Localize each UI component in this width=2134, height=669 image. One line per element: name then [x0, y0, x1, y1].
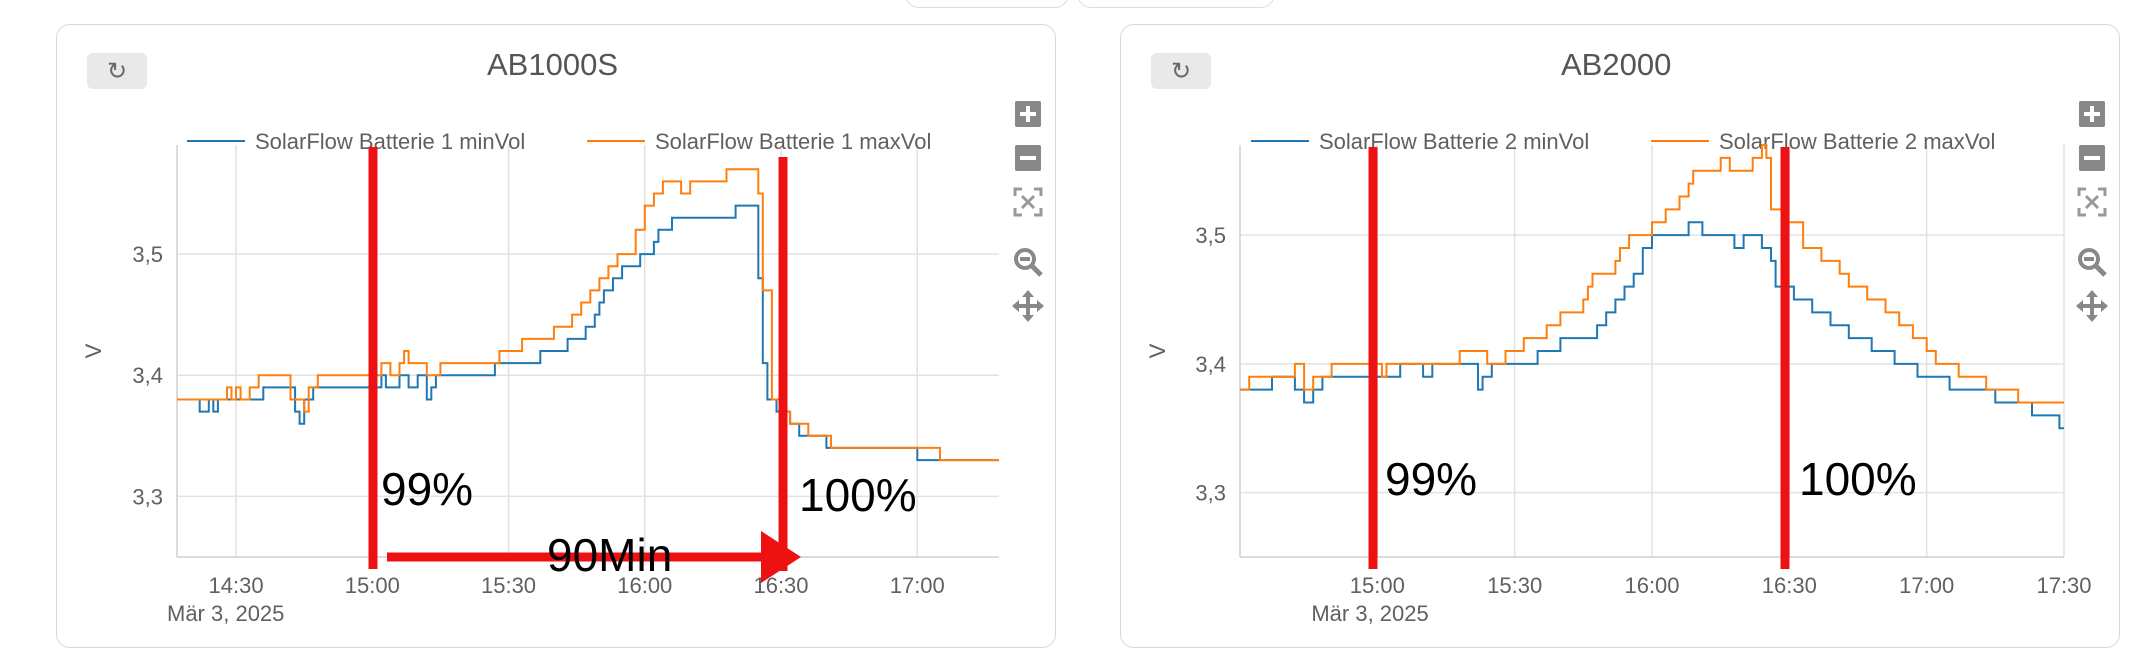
y-tick-label: 3,4 — [132, 363, 163, 388]
top-control-left[interactable] — [905, 0, 1069, 8]
legend-label: SolarFlow Batterie 2 maxVol — [1719, 129, 1995, 154]
chart-title: AB2000 — [1561, 47, 1672, 82]
series-line-maxvol — [177, 168, 999, 462]
grid — [1239, 145, 2065, 558]
y-axis-label: V — [1145, 343, 1170, 358]
zoom-in-icon[interactable] — [2075, 97, 2109, 131]
chart-panel-ab1000s: ↻ AB1000S 3,3 3,4 3,5 14:30 15:00 15:30 16:00 1… — [56, 24, 1056, 648]
chart-title: AB1000S — [487, 47, 618, 82]
y-tick-label: 3,3 — [132, 484, 163, 509]
series-line-maxvol — [1240, 144, 2064, 404]
series-line-minvol — [177, 204, 999, 462]
y-tick-label: 3,4 — [1195, 352, 1226, 377]
zoom-out-icon[interactable] — [2075, 141, 2109, 175]
chart-panel-ab2000: ↻ AB2000 3,3 3,4 3,5 15:00 15:30 16:00 16:30 17… — [1120, 24, 2120, 648]
legend-label: SolarFlow Batterie 1 minVol — [255, 129, 525, 154]
x-tick-label: 17:00 — [1899, 573, 1954, 598]
y-tick-label: 3,3 — [1195, 481, 1226, 506]
autoscale-icon[interactable] — [1011, 185, 1045, 219]
autoscale-icon[interactable] — [2075, 185, 2109, 219]
annotation-label-end: 100% — [1799, 453, 1917, 505]
y-tick-label: 3,5 — [1195, 223, 1226, 248]
y-tick-label: 3,5 — [132, 242, 163, 267]
annotation-label-start: 99% — [381, 463, 473, 515]
annotation-label-start: 99% — [1385, 453, 1477, 505]
refresh-icon[interactable]: ↻ — [87, 53, 147, 89]
x-tick-label: 15:30 — [481, 573, 536, 598]
annotation-label-end: 100% — [799, 469, 917, 521]
x-tick-label: 17:00 — [890, 573, 945, 598]
refresh-icon[interactable]: ↻ — [1151, 53, 1211, 89]
top-control-right[interactable] — [1077, 0, 1275, 8]
x-tick-label: 16:30 — [1762, 573, 1817, 598]
pan-icon[interactable] — [1011, 289, 1045, 323]
x-tick-label: 16:00 — [617, 573, 672, 598]
zoom-icon[interactable] — [1011, 245, 1045, 279]
zoom-in-icon[interactable] — [1011, 97, 1045, 131]
duration-label: 90Min — [547, 529, 672, 581]
zoom-icon[interactable] — [2075, 245, 2109, 279]
zoom-out-icon[interactable] — [1011, 141, 1045, 175]
x-tick-label: 15:00 — [345, 573, 400, 598]
x-tick-label: 16:00 — [1624, 573, 1679, 598]
chart-svg[interactable]: 3,3 3,4 3,5 15:00 15:30 16:00 16:30 17:00 17:30 M… — [1121, 25, 2119, 647]
x-tick-label: 17:30 — [2036, 573, 2091, 598]
x-date-label: Mär 3, 2025 — [1311, 601, 1428, 626]
x-tick-label: 15:00 — [1350, 573, 1405, 598]
legend-label: SolarFlow Batterie 2 minVol — [1319, 129, 1589, 154]
y-axis-label: V — [81, 343, 106, 358]
x-tick-label: 14:30 — [209, 573, 264, 598]
legend-label: SolarFlow Batterie 1 maxVol — [655, 129, 931, 154]
duration-arrow-head — [761, 531, 801, 583]
chart-svg[interactable]: 3,33,43,514:30 15:00 15:30 16:00 16:30 17:00M… — [57, 25, 1055, 647]
x-tick-label: 15:30 — [1487, 573, 1542, 598]
x-date-label: Mär 3, 2025 — [167, 601, 284, 626]
pan-icon[interactable] — [2075, 289, 2109, 323]
